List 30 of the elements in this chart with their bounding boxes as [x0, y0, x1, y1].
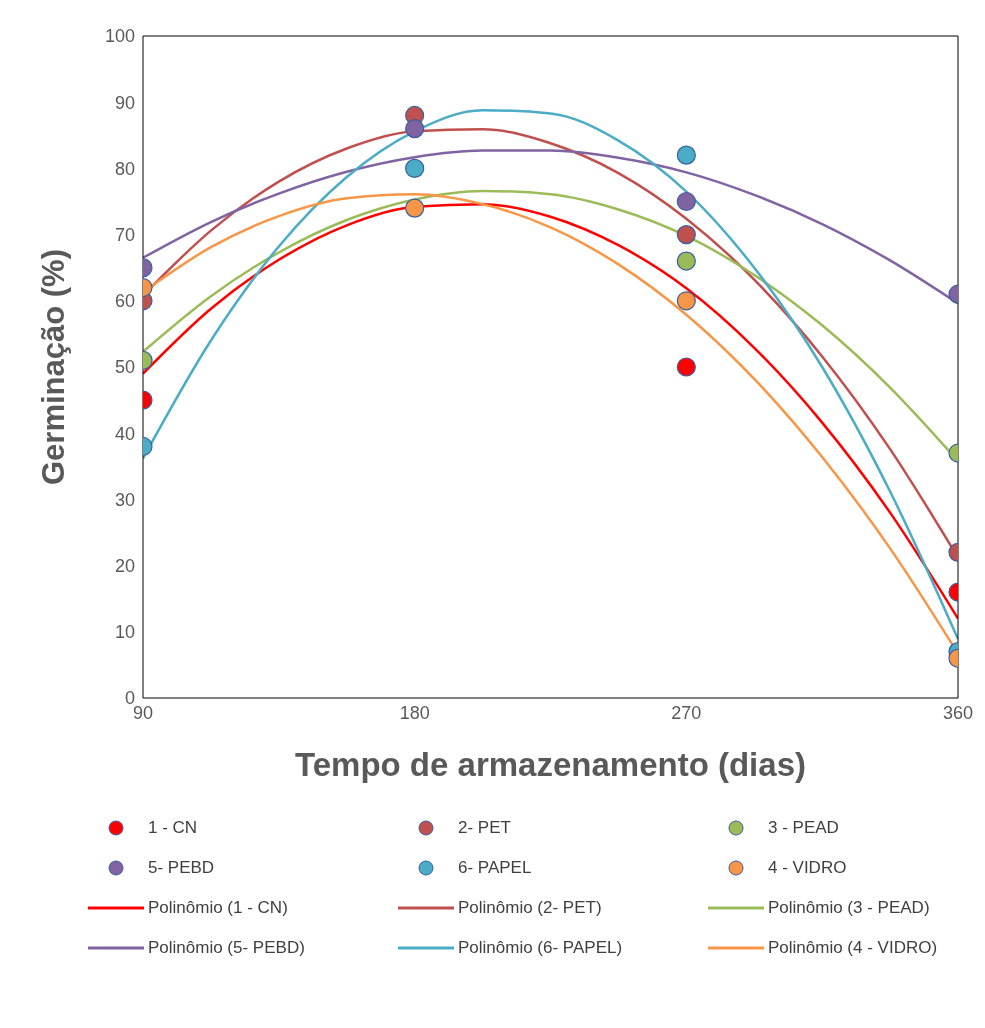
legend-label: Polinômio (2- PET) [458, 898, 602, 918]
legend-label: 4 - VIDRO [768, 858, 847, 878]
y-tick-label: 40 [114, 423, 135, 444]
y-tick-label: 20 [114, 555, 135, 576]
legend-label: Polinômio (5- PEBD) [148, 938, 305, 958]
y-tick-label: 0 [124, 688, 135, 709]
y-tick-label: 50 [114, 357, 135, 378]
x-tick-label: 90 [132, 702, 154, 723]
y-tick-label: 90 [114, 92, 135, 113]
legend-label: Polinômio (6- PAPEL) [458, 938, 623, 958]
x-axis-title: Tempo de armazenamento (dias) [294, 746, 807, 783]
legend-label: 5- PEBD [148, 858, 215, 878]
y-tick-label: 30 [114, 489, 135, 510]
legend-label: 2- PET [458, 818, 511, 838]
x-tick-label: 270 [671, 702, 702, 723]
y-tick-label: 100 [104, 26, 135, 47]
legend-label: 3 - PEAD [768, 818, 839, 838]
legend-label: 1 - CN [148, 818, 198, 838]
y-tick-label: 70 [114, 224, 135, 245]
x-tick-label: 360 [942, 702, 974, 723]
y-tick-label: 80 [114, 158, 135, 179]
legend-label: 6- PAPEL [458, 858, 532, 878]
x-tick-label: 180 [399, 702, 430, 723]
legend-label: Polinômio (1 - CN) [148, 898, 288, 918]
y-axis-title: Germinação (%) [36, 248, 72, 486]
y-tick-label: 60 [114, 291, 135, 312]
legend-label: Polinômio (4 - VIDRO) [768, 938, 938, 958]
y-tick-label: 10 [114, 622, 135, 643]
line-series [143, 108, 958, 641]
legend-label: Polinômio (3 - PEAD) [768, 898, 930, 918]
